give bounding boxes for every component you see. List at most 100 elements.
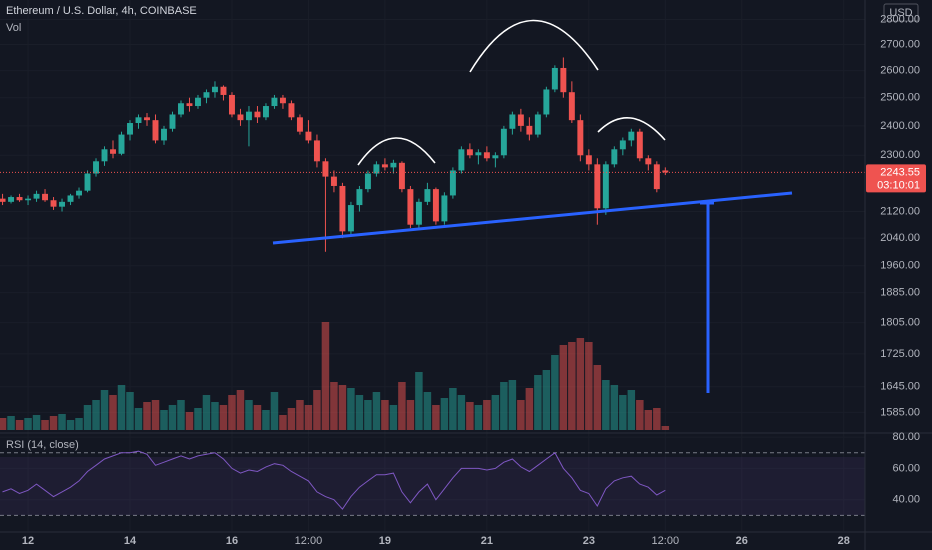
volume-bar (568, 342, 576, 430)
volume-bar (474, 405, 483, 430)
candle-body (152, 120, 159, 141)
volume-bar (449, 388, 457, 430)
x-tick-label: 12:00 (652, 535, 680, 547)
candle-body (212, 86, 218, 93)
x-tick-label: 14 (124, 535, 137, 547)
candle-body (636, 131, 643, 159)
rsi-band (0, 457, 865, 515)
volume-bar (338, 385, 347, 430)
volume-bar (542, 370, 551, 430)
candle-body (560, 67, 567, 93)
volume-bar (398, 382, 406, 430)
volume-bar (92, 400, 100, 430)
volume-bar (304, 405, 313, 430)
candle-body (602, 164, 609, 209)
x-tick-label: 23 (583, 535, 595, 547)
candle-body (220, 86, 227, 95)
volume-bar (245, 400, 253, 430)
candle-body (526, 125, 533, 135)
volume-bar (602, 380, 610, 430)
shoulder-arc (357, 137, 436, 166)
volume-bar (627, 390, 636, 430)
candle-body (42, 193, 49, 201)
y-tick-label: 1585.00 (880, 406, 920, 418)
candle-body (611, 149, 618, 165)
currency: USD (889, 7, 912, 19)
y-tick-label: 1805.00 (880, 317, 920, 329)
candle-body (645, 158, 652, 165)
volume-bar (610, 385, 619, 430)
candle-body (110, 149, 116, 154)
candle-body (245, 111, 252, 121)
candle-body (483, 152, 490, 159)
volume-bar (500, 382, 508, 430)
volume-bar (194, 408, 202, 430)
y-tick-label: 2120.00 (880, 205, 920, 217)
candle-body (16, 197, 23, 201)
volume-bar (109, 395, 117, 430)
x-tick-label: 19 (379, 535, 391, 547)
volume-bar (15, 420, 24, 430)
candle-body (330, 176, 337, 186)
volume-bar (236, 390, 245, 430)
volume-bar (483, 400, 491, 430)
candle-body (101, 149, 108, 162)
volume-bar (593, 365, 602, 430)
volume-bar (160, 410, 168, 430)
volume-bar (58, 414, 66, 430)
candle-body (59, 201, 66, 207)
candle-body (509, 114, 516, 129)
y-tick-label: 1725.00 (880, 348, 920, 360)
candle-body (458, 149, 465, 171)
rsi-title: RSI (14, close) (6, 439, 79, 451)
candle-body (390, 162, 397, 168)
candle-body (25, 198, 32, 201)
volume-bar (287, 408, 296, 430)
y-tick-label: 2040.00 (880, 232, 920, 244)
x-tick-label: 21 (481, 535, 493, 547)
y-tick-label: 80.00 (892, 431, 920, 443)
rsi-line (2, 450, 666, 510)
y-tick-label: 40.00 (892, 494, 920, 506)
candle-body (135, 117, 142, 124)
volume-bar (457, 395, 466, 430)
volume-bar (559, 345, 568, 430)
currency-box[interactable] (883, 3, 919, 22)
x-tick-label: 12 (22, 535, 34, 547)
volume-bar (143, 402, 151, 430)
last-price-box (866, 164, 926, 193)
volume-bar (134, 408, 143, 430)
volume-bar (32, 415, 41, 430)
x-tick-label: 26 (736, 535, 748, 547)
volume-bar (296, 400, 304, 430)
candle-body (67, 195, 74, 202)
candle-body (93, 161, 99, 174)
candle-body (127, 123, 133, 135)
y-tick-label: 2800.00 (880, 13, 920, 25)
y-tick-label: 2400.00 (880, 120, 920, 132)
candle-body (543, 89, 550, 115)
candle-body (84, 173, 91, 191)
candle-body (50, 200, 57, 207)
candle-body (195, 97, 201, 107)
candle-body (534, 114, 541, 135)
volume-bar (75, 418, 83, 430)
x-tick-label: 16 (226, 535, 238, 547)
candle-body (254, 111, 261, 118)
volume-bar (517, 400, 525, 430)
candle-body (186, 103, 193, 107)
neckline (272, 191, 793, 245)
y-tick-label: 60.00 (892, 462, 920, 474)
volume-bar (49, 416, 58, 430)
candle-body (407, 189, 414, 225)
head-arc (469, 19, 599, 73)
volume-bar (7, 416, 15, 430)
volume-bar (168, 405, 177, 430)
candle-body (347, 205, 354, 232)
volume-bar (330, 382, 338, 430)
volume-bar (491, 395, 500, 430)
volume-bar (508, 380, 517, 430)
marks (0, 57, 865, 510)
y-tick-label: 2600.00 (880, 65, 920, 77)
